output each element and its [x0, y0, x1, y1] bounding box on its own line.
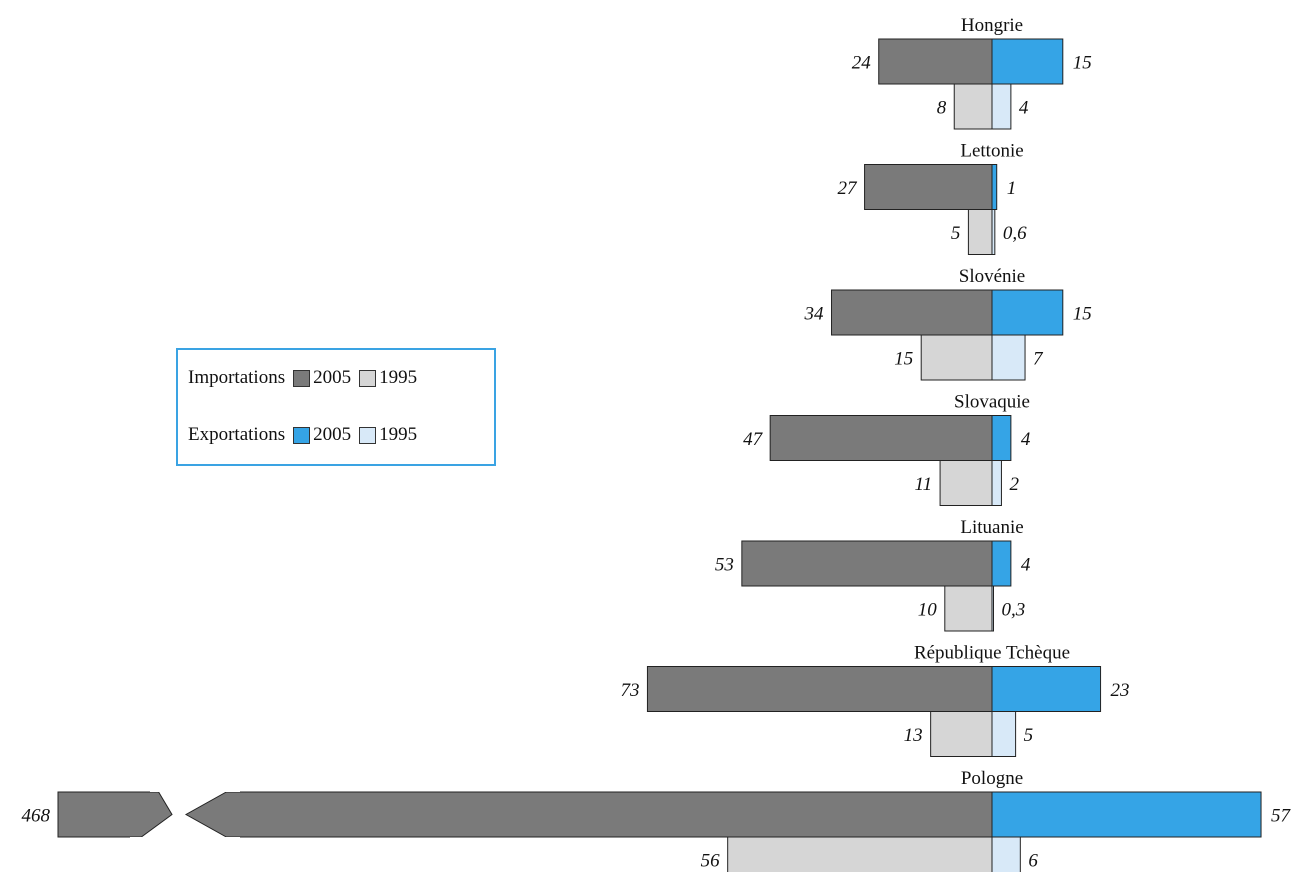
bar-exports-2005-slovaquie: [991, 415, 1012, 461]
country-group-lettonie: Lettonie 27 1 5 0,6: [838, 141, 1027, 255]
bar-exports-2005-hongrie: [991, 38, 1064, 85]
legend-swatch-exports-1995: [359, 426, 377, 444]
label-imports-1995-lituanie: 10: [918, 600, 938, 621]
bar-exports-1995-lettonie: [991, 209, 996, 255]
label-exports-2005-hongrie: 15: [1073, 53, 1092, 74]
legend-imports-2005-label: 2005: [313, 367, 352, 388]
label-imports-1995-slovaquie: 11: [914, 474, 932, 495]
bar-exports-2005-lituanie: [991, 540, 1012, 587]
label-imports-2005-slovenie: 34: [804, 304, 825, 325]
bar-imports-1995-lettonie: [967, 209, 993, 255]
label-exports-2005-slovenie: 15: [1073, 304, 1092, 325]
country-group-republique-tcheque: République Tchèque 73 23 13 5: [620, 643, 1130, 757]
country-group-slovaquie: Slovaquie 47 4 11 2: [743, 392, 1031, 506]
country-label-hongrie: Hongrie: [961, 15, 1023, 36]
legend-imports-label: Importations: [188, 367, 286, 388]
bar-imports-1995-slovenie: [920, 334, 993, 381]
bar-imports-2005-lituanie: [741, 540, 993, 587]
country-group-slovenie: Slovénie 34 15 15 7: [804, 266, 1092, 381]
country-label-republique-tcheque: République Tchèque: [914, 643, 1070, 664]
label-exports-2005-lettonie: 1: [1007, 178, 1017, 199]
label-imports-2005-republique-tcheque: 73: [620, 680, 639, 701]
bar-exports-1995-slovenie: [991, 334, 1026, 381]
legend-exports-label: Exportations: [188, 424, 286, 445]
country-label-pologne: Pologne: [961, 768, 1023, 789]
bar-exports-1995-hongrie: [991, 83, 1012, 130]
country-label-lettonie: Lettonie: [960, 141, 1023, 162]
country-label-slovaquie: Slovaquie: [954, 392, 1030, 413]
label-exports-2005-slovaquie: 4: [1021, 429, 1031, 450]
country-label-lituanie: Lituanie: [960, 517, 1023, 538]
legend-exports-1995-label: 1995: [379, 424, 418, 445]
bar-exports-2005-republique-tcheque: [991, 666, 1102, 712]
legend-swatch-imports-2005: [293, 369, 311, 387]
bar-exports-2005-slovenie: [991, 289, 1064, 336]
bar-exports-1995-lituanie: [991, 585, 994, 632]
label-imports-2005-hongrie: 24: [852, 53, 872, 74]
legend: Importations 2005 1995 Exportations 2005…: [176, 348, 496, 466]
label-exports-2005-pologne: 57: [1271, 806, 1292, 827]
legend-row-exports: Exportations 2005 1995: [188, 424, 425, 446]
label-imports-2005-slovaquie: 47: [743, 429, 764, 450]
country-group-hongrie: Hongrie 24 15 8 4: [852, 15, 1092, 130]
axis-break-gap-top: [150, 789, 240, 792]
label-imports-2005-lituanie: 53: [715, 555, 734, 576]
country-group-pologne: Pologne 468 57 56 6: [22, 768, 1292, 872]
label-exports-1995-lettonie: 0,6: [1003, 223, 1027, 244]
label-exports-1995-lituanie: 0,3: [1002, 600, 1026, 621]
bar-imports-1995-pologne: [727, 836, 993, 872]
label-exports-2005-lituanie: 4: [1021, 555, 1031, 576]
legend-row-imports: Importations 2005 1995: [188, 367, 425, 389]
label-imports-2005-pologne: 468: [22, 806, 51, 827]
label-exports-1995-pologne: 6: [1028, 851, 1038, 872]
label-exports-1995-hongrie: 4: [1019, 98, 1029, 119]
label-exports-1995-slovenie: 7: [1033, 349, 1044, 370]
legend-imports-1995-label: 1995: [379, 367, 418, 388]
axis-break-gap-bottom: [130, 837, 240, 840]
legend-exports-2005-label: 2005: [313, 424, 352, 445]
bar-imports-2005-slovaquie: [769, 415, 993, 461]
label-imports-1995-lettonie: 5: [951, 223, 961, 244]
legend-swatch-imports-1995: [359, 369, 377, 387]
bar-exports-1995-republique-tcheque: [991, 711, 1017, 757]
label-exports-1995-republique-tcheque: 5: [1024, 725, 1034, 746]
legend-swatch-exports-2005: [293, 426, 311, 444]
bar-exports-2005-pologne: [991, 791, 1262, 838]
bar-imports-2005-lettonie: [864, 164, 993, 210]
bar-imports-1995-slovaquie: [939, 460, 993, 506]
bar-exports-1995-slovaquie: [991, 460, 1002, 506]
bar-imports-1995-lituanie: [944, 585, 993, 632]
bar-exports-2005-lettonie: [991, 164, 998, 210]
label-imports-1995-republique-tcheque: 13: [904, 725, 923, 746]
label-exports-2005-republique-tcheque: 23: [1111, 680, 1130, 701]
bar-imports-2005-hongrie: [878, 38, 993, 85]
country-group-lituanie: Lituanie 53 4 10 0,3: [715, 517, 1031, 632]
bar-imports-2005-slovenie: [831, 289, 993, 336]
bar-imports-2005-republique-tcheque: [646, 666, 993, 712]
bar-imports-1995-hongrie: [953, 83, 993, 130]
bar-imports-1995-republique-tcheque: [930, 711, 993, 757]
bar-exports-1995-pologne: [991, 836, 1021, 872]
label-imports-1995-hongrie: 8: [937, 98, 947, 119]
country-label-slovenie: Slovénie: [959, 266, 1026, 287]
label-imports-2005-lettonie: 27: [838, 178, 859, 199]
label-exports-1995-slovaquie: 2: [1009, 474, 1019, 495]
label-imports-1995-pologne: 56: [701, 851, 721, 872]
label-imports-1995-slovenie: 15: [894, 349, 913, 370]
